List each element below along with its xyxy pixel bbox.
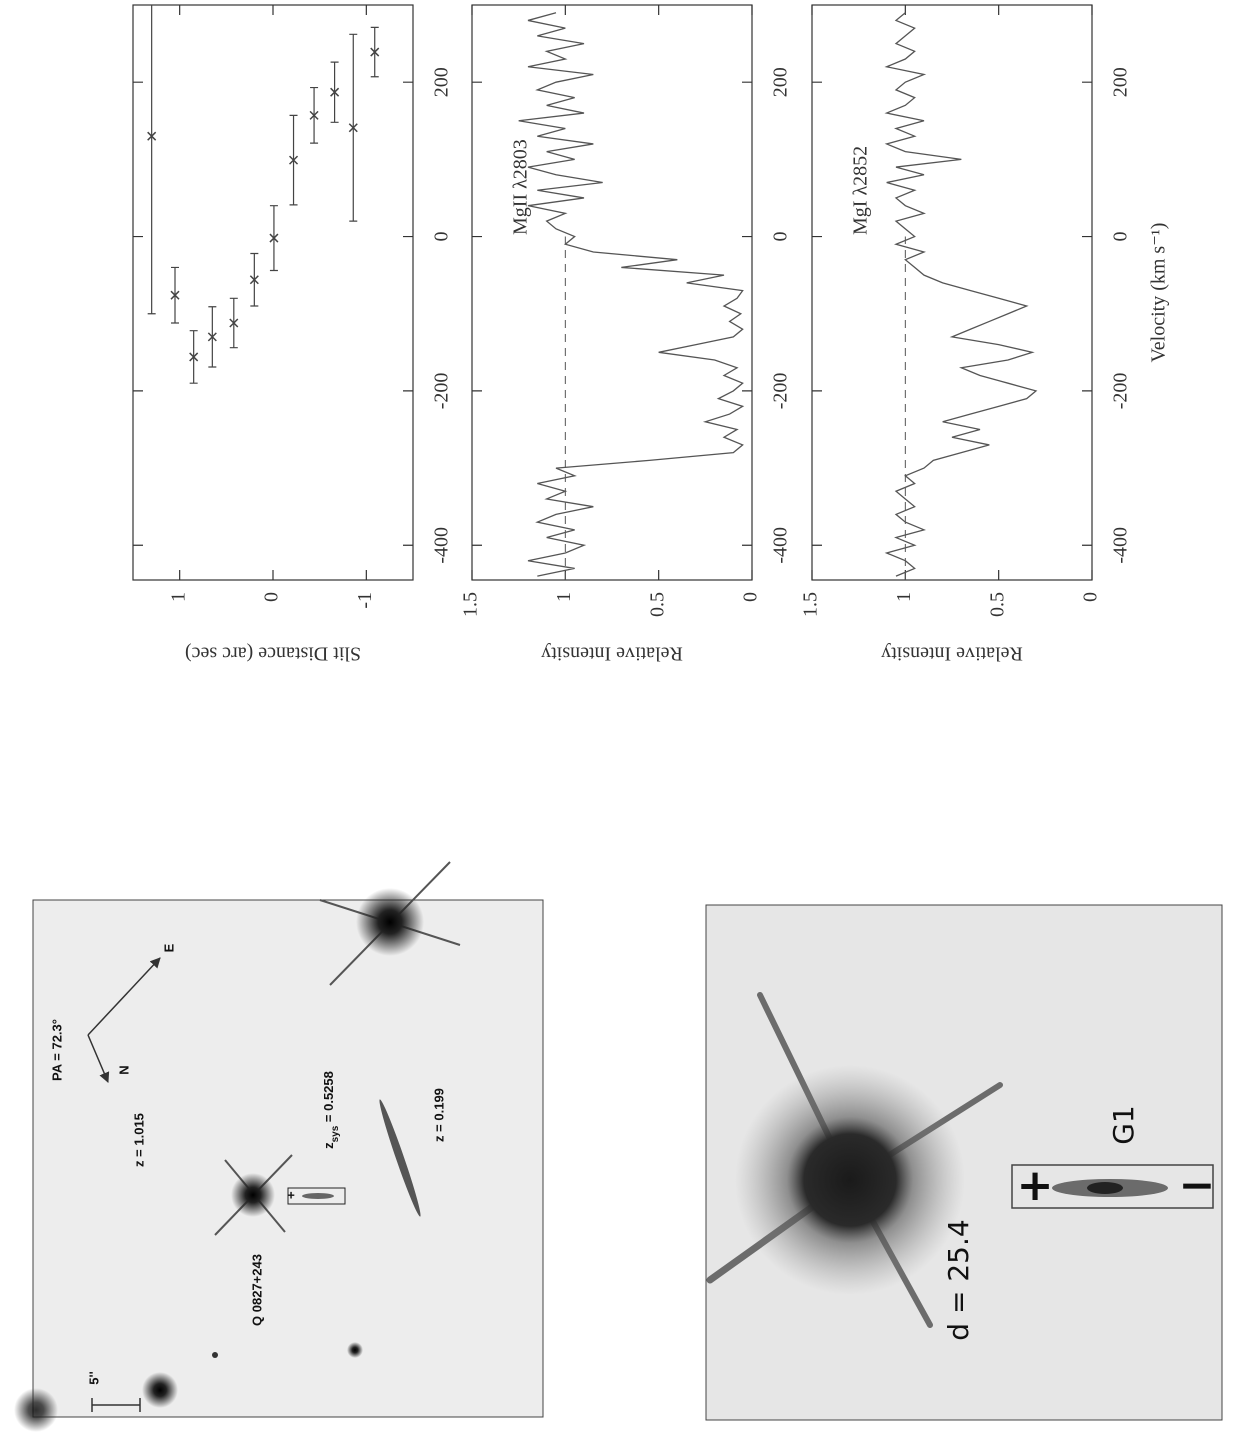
slit-box <box>287 1187 346 1205</box>
redshift-label: z = 0.199 <box>431 1088 446 1142</box>
galaxy-core <box>1087 1182 1123 1194</box>
point <box>309 110 319 120</box>
y-tick-label: 1 <box>553 592 575 602</box>
star <box>735 1065 965 1295</box>
redshift-label: z = 1.015 <box>131 1113 146 1167</box>
galaxy <box>302 1193 334 1199</box>
line-annotation: MgII λ2803 <box>510 139 532 235</box>
scale-bar <box>91 1398 141 1412</box>
redshift-value: = 0.5258 <box>321 1071 336 1126</box>
panel: -400 -200 0 200 0 0.5 1 1.5 Relative Intensity Mg… <box>460 4 792 664</box>
x-tick-label: -400 <box>431 527 453 564</box>
x-tick-label: 0 <box>431 232 453 242</box>
point <box>269 233 279 243</box>
y-axis-label: Relative Intensity <box>881 642 1023 664</box>
y-tick-label: 0.5 <box>646 592 668 617</box>
point <box>170 290 180 300</box>
panel: -400 -200 0 200 -1 0 1 Slit Distance (arc sec) <box>132 4 453 664</box>
redshift-label: zsys = 0.5258 <box>321 1071 340 1149</box>
plot-frame <box>471 4 753 581</box>
panel: -400 -200 0 200 0 0.5 1 1.5 Relative Intensity Ve… <box>800 4 1170 664</box>
x-axis-label: Velocity (km s⁻¹) <box>1148 223 1170 363</box>
y-tick-label: 0 <box>1080 592 1102 602</box>
point <box>207 332 217 342</box>
x-tick-label: -400 <box>1110 527 1132 564</box>
slit-box <box>1011 1164 1214 1209</box>
error-bar <box>147 5 156 315</box>
y-tick-label: 0.5 <box>986 592 1008 617</box>
x-tick-label: -400 <box>770 527 792 564</box>
y-tick-label: 1 <box>167 592 189 602</box>
point <box>229 318 239 328</box>
zoom-image: + − d = 25.4 G1 <box>705 904 1223 1421</box>
east-arrow <box>87 957 161 1036</box>
slit-plus: + <box>287 1187 295 1202</box>
slit-minus: − <box>1179 1160 1216 1211</box>
point <box>370 47 380 57</box>
line-annotation: MgI λ2852 <box>850 146 872 235</box>
position-angle: PA = 72.3° <box>49 1019 64 1081</box>
y-axis-label: Slit Distance (arc sec) <box>185 642 361 664</box>
spectrum-line <box>884 12 1038 577</box>
x-tick-label: 200 <box>1110 67 1132 97</box>
north-label: N <box>116 1065 131 1074</box>
point <box>289 155 299 165</box>
plot-frame <box>811 4 1093 581</box>
point <box>348 123 358 133</box>
x-tick-label: -200 <box>431 373 453 410</box>
error-points <box>147 5 380 384</box>
y-tick-label: 1.5 <box>460 592 482 617</box>
star <box>356 888 424 956</box>
quasar-label: Q 0827+243 <box>249 1254 264 1326</box>
x-tick-label: 0 <box>770 232 792 242</box>
star <box>142 1372 178 1408</box>
distance-label: d = 25.4 <box>942 1219 975 1340</box>
y-tick-label: 1.5 <box>800 592 822 617</box>
edge-on-galaxy <box>379 1099 421 1217</box>
x-tick-label: 200 <box>770 67 792 97</box>
east-label: E <box>161 943 176 952</box>
y-axis-label: Relative Intensity <box>541 642 683 664</box>
y-tick-label: 0 <box>261 592 283 602</box>
star <box>347 1342 363 1358</box>
x-tick-label: -200 <box>770 373 792 410</box>
spectrum-line <box>518 12 745 577</box>
north-arrow <box>87 1034 110 1083</box>
point <box>330 87 340 97</box>
slit-plus: + <box>1017 1160 1054 1211</box>
field-image: PA = 72.3° E N z = 1.015 Q 0827+243 zsys… <box>14 861 544 1432</box>
point <box>189 352 199 362</box>
redshift-subscript: sys <box>330 1125 341 1142</box>
point <box>147 131 157 141</box>
x-tick-label: 200 <box>431 67 453 97</box>
scale-label: 5'' <box>86 1371 101 1384</box>
redshift-symbol: z <box>321 1142 336 1149</box>
galaxy-label: G1 <box>1107 1105 1140 1145</box>
y-tick-label: -1 <box>354 592 376 609</box>
y-tick-label: 1 <box>893 592 915 602</box>
x-tick-label: 0 <box>1110 232 1132 242</box>
quasar <box>231 1173 275 1217</box>
point <box>249 275 259 285</box>
x-tick-label: -200 <box>1110 373 1132 410</box>
star <box>212 1352 218 1358</box>
star <box>14 1388 58 1432</box>
y-tick-label: 0 <box>740 592 762 602</box>
